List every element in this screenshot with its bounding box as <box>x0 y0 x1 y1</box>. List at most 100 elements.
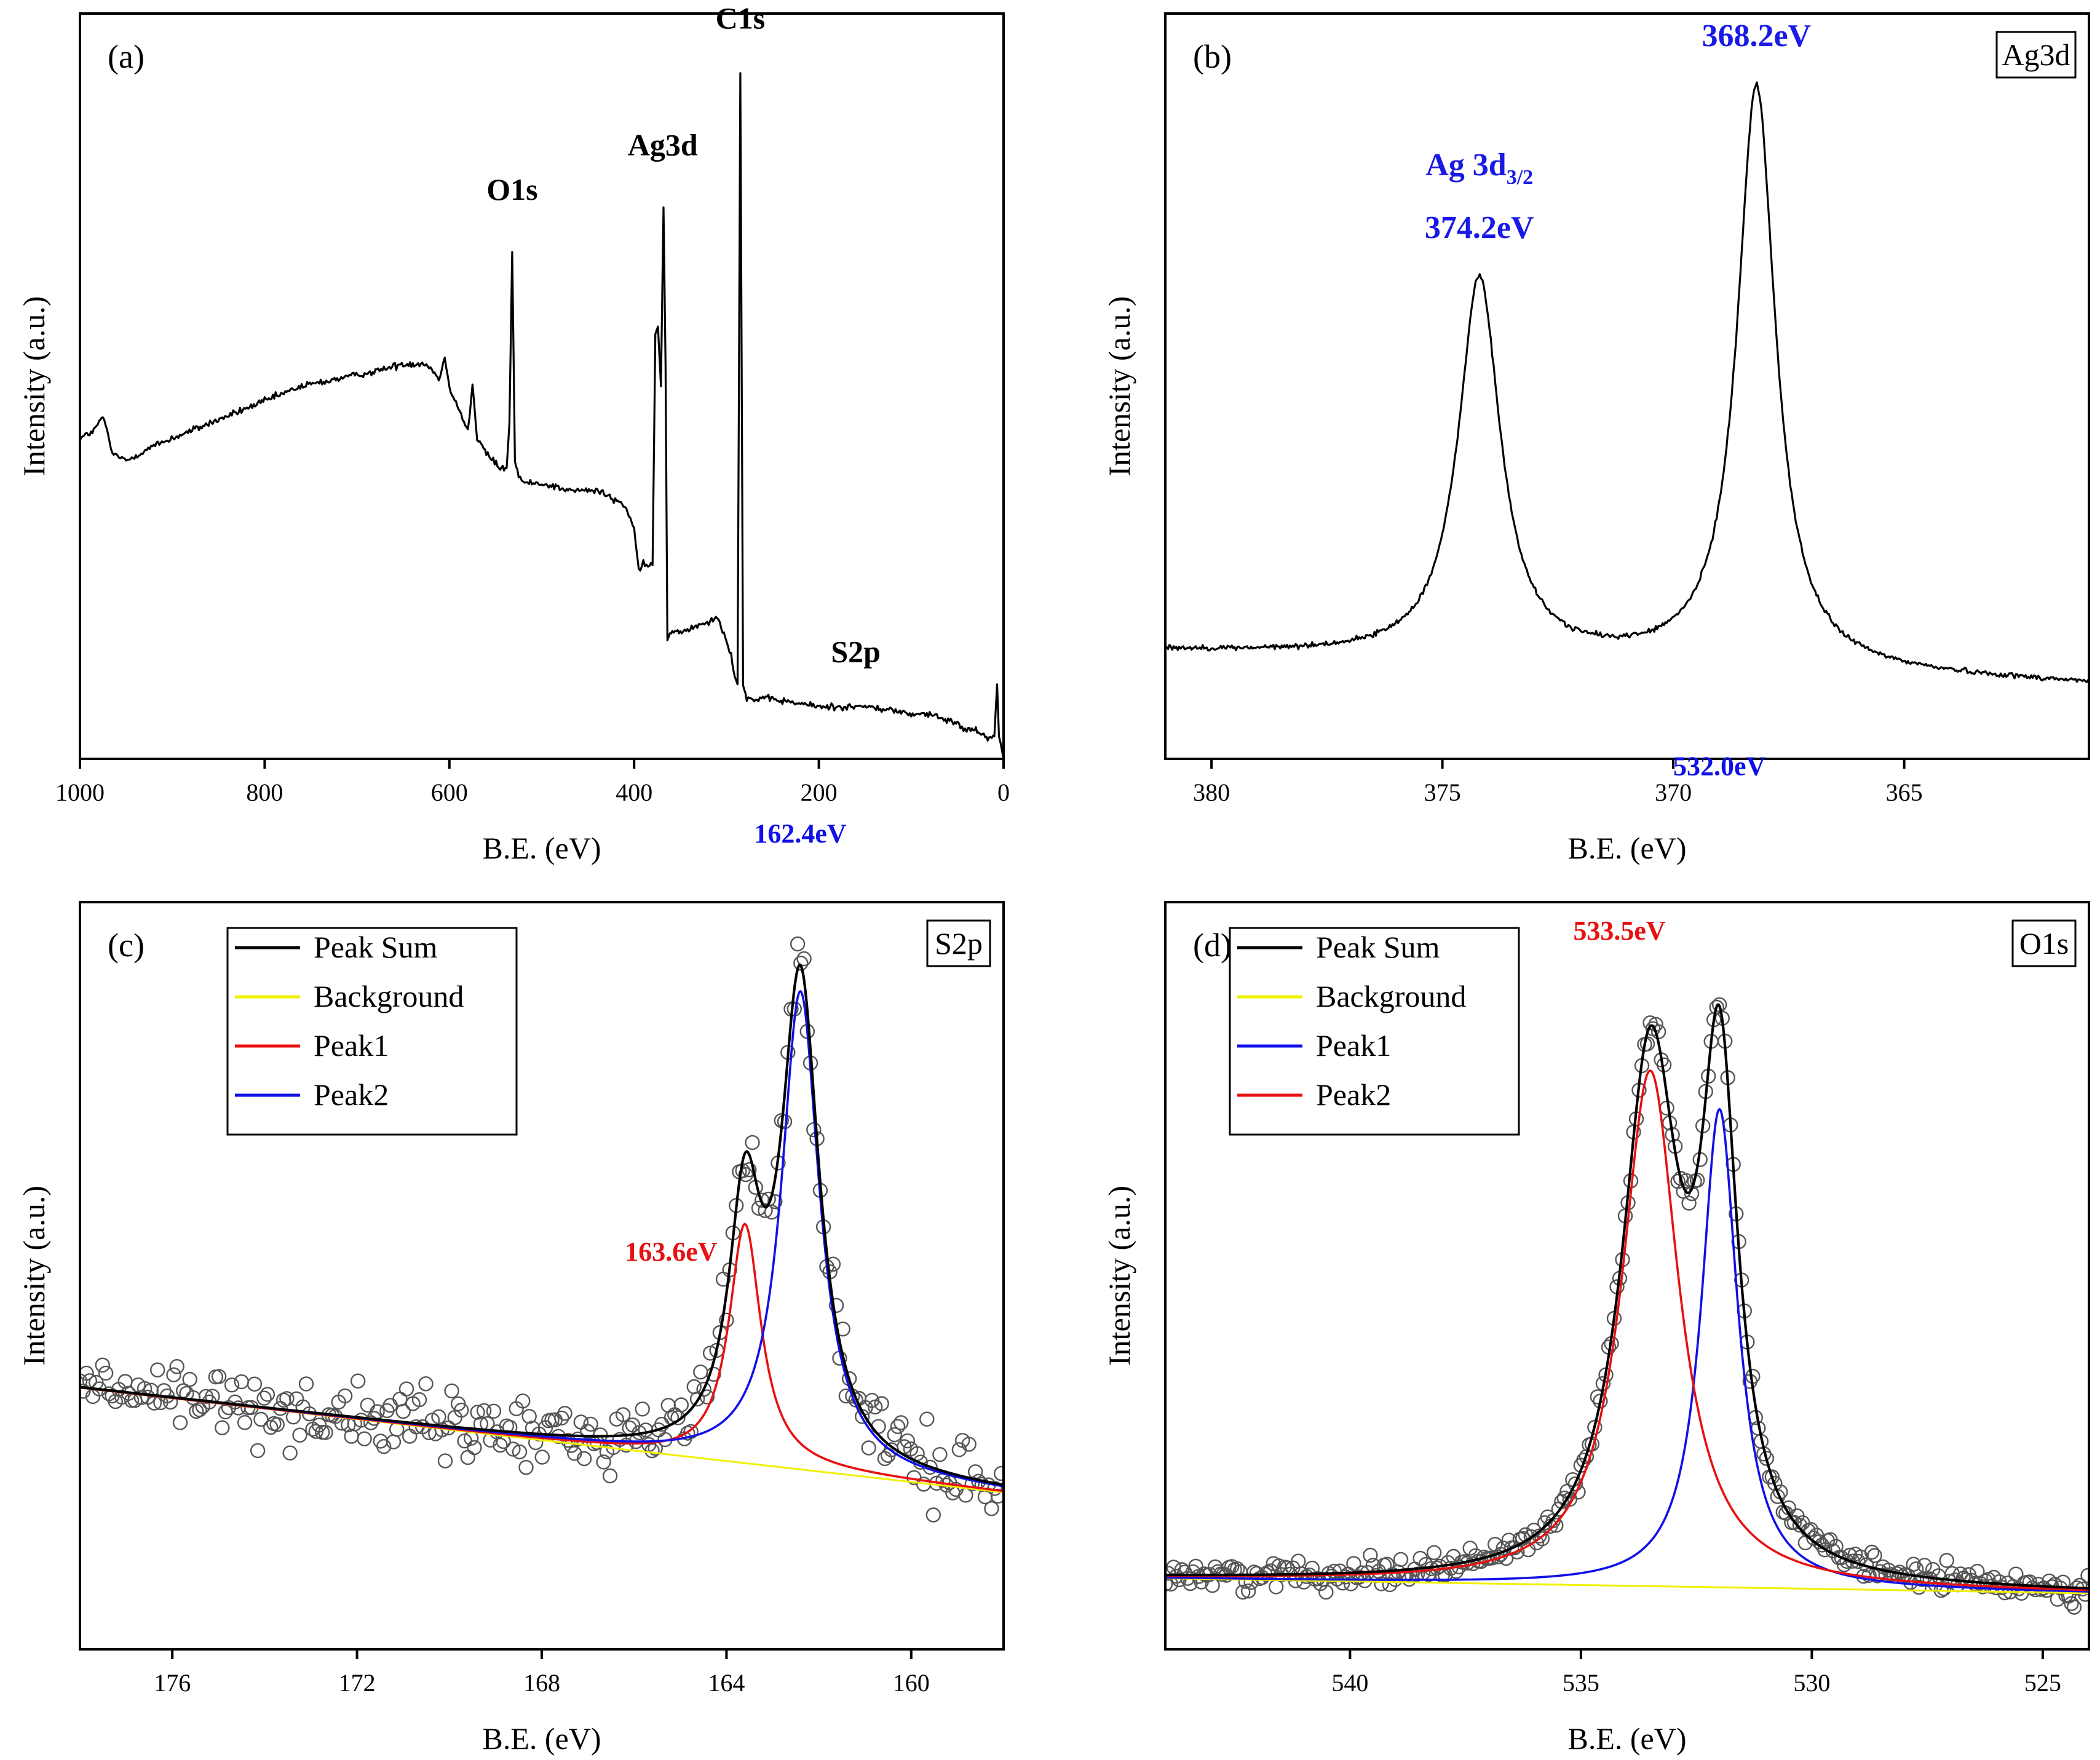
peak-annotation-name: Ag 3d3/2 <box>1425 148 1533 189</box>
data-point <box>1759 1451 1775 1466</box>
data-point <box>250 1443 266 1459</box>
x-tick-label: 200 <box>801 779 838 806</box>
x-tick-label: 530 <box>1793 1669 1830 1697</box>
plot-frame <box>79 12 1005 760</box>
data-point <box>360 1397 376 1413</box>
peak2-line <box>1165 1069 2089 1592</box>
ag3d-spectrum-line <box>1165 81 2089 683</box>
x-tick-label: 168 <box>523 1669 560 1697</box>
data-point <box>864 1392 880 1408</box>
legend-label: Background <box>314 979 464 1013</box>
data-point <box>583 1416 598 1432</box>
data-point <box>1188 1558 1203 1574</box>
data-point <box>1462 1540 1478 1556</box>
x-tick-label: 400 <box>616 779 652 806</box>
data-point <box>392 1391 408 1407</box>
data-point <box>2008 1566 2024 1582</box>
panel-a-survey-spectrum: 1000 800 600 400 200 0 B.E. (eV) Intensity (a.u… <box>17 1 1010 865</box>
data-point <box>1374 1576 1389 1592</box>
data-point <box>693 1364 708 1380</box>
data-point <box>234 1374 249 1390</box>
legend-label: Peak2 <box>314 1077 389 1112</box>
data-point <box>534 1449 550 1465</box>
data-point <box>505 1441 521 1457</box>
x-tick-label: 800 <box>246 779 283 806</box>
data-point <box>1593 1393 1608 1409</box>
data-point <box>486 1403 502 1419</box>
data-point <box>793 955 809 971</box>
data-point <box>796 951 812 967</box>
x-axis-label: B.E. (eV) <box>1568 1721 1687 1756</box>
peak-energy-label: 163.6eV <box>625 1237 718 1267</box>
data-point <box>683 1424 699 1440</box>
data-point <box>292 1427 307 1443</box>
data-point <box>644 1443 660 1459</box>
data-point <box>861 1440 876 1456</box>
data-point <box>1908 1561 1924 1577</box>
data-point <box>1803 1521 1819 1537</box>
data-point <box>444 1383 459 1399</box>
data-point <box>163 1394 178 1410</box>
data-point <box>1576 1453 1591 1468</box>
data-point <box>398 1381 414 1397</box>
data-point <box>1393 1552 1409 1568</box>
data-point <box>994 1465 1004 1481</box>
data-point <box>554 1410 569 1426</box>
peak-annotation: C1s <box>716 1 766 35</box>
data-point <box>337 1388 353 1404</box>
data-point <box>635 1401 650 1417</box>
data-point <box>1487 1537 1503 1552</box>
plot-frame <box>1164 12 2090 760</box>
data-point <box>887 1427 903 1443</box>
data-point <box>893 1415 909 1430</box>
plot-frame <box>1164 901 2090 1651</box>
data-point <box>318 1425 333 1440</box>
y-axis-label: Intensity (a.u.) <box>17 296 51 477</box>
data-point <box>673 1397 689 1413</box>
data-point <box>169 1358 184 1374</box>
data-point <box>1235 1584 1251 1600</box>
data-point <box>877 1451 893 1467</box>
data-point <box>172 1415 188 1430</box>
data-point <box>874 1396 889 1411</box>
panel-tag-box <box>926 919 991 967</box>
data-point <box>1534 1531 1550 1547</box>
x-tick-label: 172 <box>339 1669 376 1697</box>
legend-label: Peak2 <box>1316 1077 1391 1112</box>
data-point <box>1346 1556 1361 1571</box>
data-point <box>166 1367 181 1382</box>
data-point <box>133 1390 149 1405</box>
data-point <box>961 1437 977 1452</box>
data-point <box>282 1445 298 1461</box>
peak-annotation: S2p <box>831 635 881 669</box>
panel-label: (b) <box>1193 38 1232 75</box>
data-point <box>1240 1583 1256 1599</box>
data-point <box>932 1446 948 1462</box>
x-tick-label: 176 <box>154 1669 191 1697</box>
x-tick-label: 540 <box>1331 1669 1368 1697</box>
survey-spectrum-line <box>80 72 1004 759</box>
peak-energy-label: 532.0eV <box>1673 751 1766 781</box>
data-point <box>260 1387 275 1402</box>
data-point <box>1845 1553 1860 1569</box>
peak-annotation: O1s <box>486 172 537 207</box>
data-point <box>211 1369 227 1384</box>
data-point <box>376 1438 392 1454</box>
x-tick-label: 375 <box>1424 779 1461 806</box>
data-point <box>454 1402 469 1418</box>
data-point <box>215 1420 230 1435</box>
x-axis-label: B.E. (eV) <box>1568 831 1687 865</box>
data-point <box>1914 1572 1930 1587</box>
data-point <box>1262 1563 1278 1579</box>
data-point <box>357 1431 372 1446</box>
data-point <box>1426 1545 1442 1561</box>
panel-tag: S2p <box>935 926 983 961</box>
data-point <box>518 1459 534 1475</box>
data-point <box>269 1417 285 1432</box>
data-point <box>437 1453 453 1469</box>
y-axis-label: Intensity (a.u.) <box>17 1186 51 1366</box>
legend-label: Background <box>1316 979 1466 1013</box>
data-point <box>256 1390 272 1406</box>
data-point <box>411 1392 427 1408</box>
